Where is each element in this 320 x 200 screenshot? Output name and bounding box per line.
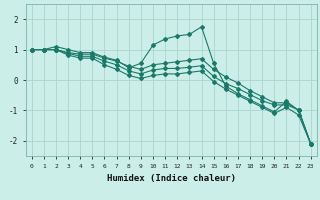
X-axis label: Humidex (Indice chaleur): Humidex (Indice chaleur) xyxy=(107,174,236,183)
